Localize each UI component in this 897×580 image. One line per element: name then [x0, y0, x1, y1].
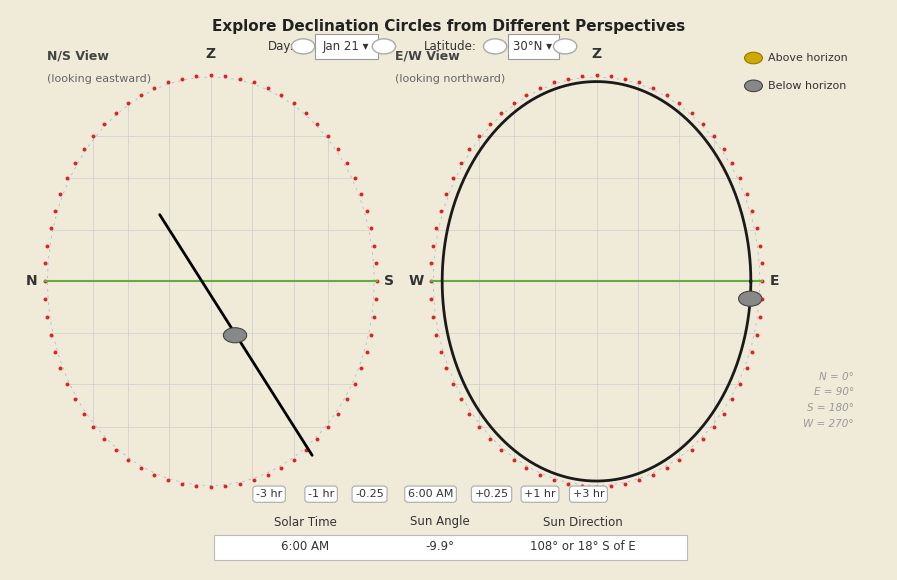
Circle shape	[292, 39, 315, 54]
FancyBboxPatch shape	[508, 34, 559, 59]
Circle shape	[223, 328, 247, 343]
Text: S: S	[384, 274, 394, 288]
Text: -1 hr: -1 hr	[308, 489, 335, 499]
Circle shape	[553, 39, 577, 54]
Text: +3 hr: +3 hr	[572, 489, 605, 499]
Text: (looking eastward): (looking eastward)	[47, 74, 151, 84]
Circle shape	[738, 291, 762, 306]
Text: Above horizon: Above horizon	[768, 53, 848, 63]
FancyBboxPatch shape	[214, 535, 687, 560]
Circle shape	[483, 39, 507, 54]
Text: N/S View: N/S View	[47, 50, 109, 63]
Text: 108° or 18° S of E: 108° or 18° S of E	[530, 540, 636, 553]
Text: +0.25: +0.25	[475, 489, 509, 499]
Text: N = 0°
E = 90°
S = 180°
W = 270°: N = 0° E = 90° S = 180° W = 270°	[804, 372, 854, 429]
Text: +: +	[561, 41, 570, 52]
Text: 6:00 AM: 6:00 AM	[408, 489, 453, 499]
Text: +1 hr: +1 hr	[524, 489, 556, 499]
Text: E/W View: E/W View	[395, 50, 459, 63]
Text: Jan 21 ▾: Jan 21 ▾	[323, 40, 370, 53]
Text: +: +	[379, 41, 388, 52]
Text: Z: Z	[205, 47, 216, 61]
Text: Sun Direction: Sun Direction	[544, 516, 623, 528]
Text: -9.9°: -9.9°	[425, 540, 454, 553]
Text: 6:00 AM: 6:00 AM	[281, 540, 329, 553]
Text: Solar Time: Solar Time	[274, 516, 336, 528]
Text: −: −	[491, 41, 500, 52]
Text: -3 hr: -3 hr	[256, 489, 283, 499]
Text: (looking northward): (looking northward)	[395, 74, 505, 84]
Text: N: N	[26, 274, 38, 288]
Text: Z: Z	[591, 47, 602, 61]
Text: E: E	[770, 274, 779, 288]
FancyBboxPatch shape	[315, 34, 378, 59]
Text: Sun Angle: Sun Angle	[410, 516, 469, 528]
Text: Latitude:: Latitude:	[423, 40, 476, 53]
Text: Explore Declination Circles from Different Perspectives: Explore Declination Circles from Differe…	[212, 19, 685, 34]
Text: −: −	[299, 41, 308, 52]
Circle shape	[745, 52, 762, 64]
Circle shape	[372, 39, 396, 54]
Circle shape	[745, 80, 762, 92]
Text: 30°N ▾: 30°N ▾	[513, 40, 553, 53]
Text: Day:: Day:	[267, 40, 294, 53]
Text: -0.25: -0.25	[355, 489, 384, 499]
Text: W: W	[408, 274, 423, 288]
Text: Below horizon: Below horizon	[768, 81, 846, 91]
